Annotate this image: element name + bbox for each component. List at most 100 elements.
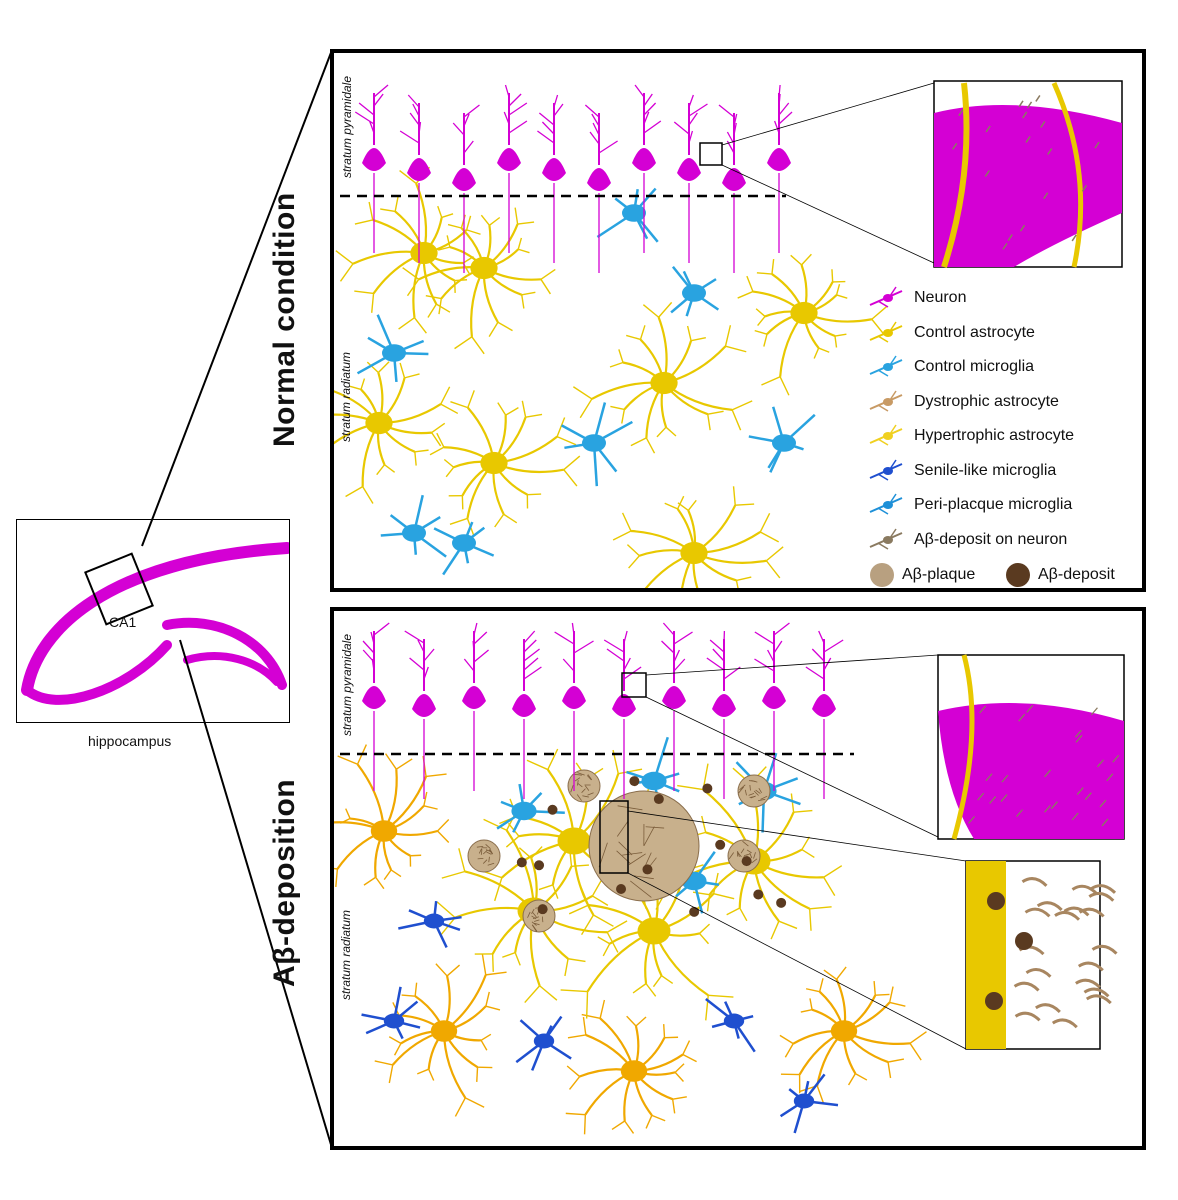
inset-plaque-fiber — [1013, 981, 1040, 992]
abeta-deposit-7 — [702, 783, 713, 794]
legend-item-1: Control astrocyte — [866, 318, 1035, 348]
inset-plaque-fiber — [1077, 961, 1104, 972]
legend-label: Senile-like microglia — [914, 461, 1057, 479]
control-astrocyte-5 — [737, 253, 888, 396]
abeta-deposit-icon — [1006, 563, 1030, 587]
abeta-deposition-illustration — [334, 622, 1125, 1135]
inset-plaque-fiber — [1085, 994, 1112, 1005]
neuron-icon — [869, 286, 903, 308]
abeta-deposit-mark — [1007, 234, 1013, 242]
legend-item-bottom-0: Aβ-plaque — [868, 560, 975, 590]
abeta-deposit-mark — [1016, 809, 1023, 818]
senile-microglia-0 — [398, 900, 462, 948]
abeta-deposit-mark — [1081, 184, 1088, 192]
inset-plaque-fiber — [1035, 1003, 1061, 1014]
normal-condition-panel: stratum pyramidale stratum radiatum — [330, 49, 1146, 592]
dystrophic-astrocyte-icon — [869, 390, 903, 412]
control-astrocyte-4 — [612, 486, 784, 588]
abeta-deposit-mark — [958, 109, 964, 117]
hippocampus-shape — [21, 542, 293, 705]
hypertrophic-astrocyte-icon — [869, 424, 903, 446]
abeta-deposit-2 — [689, 906, 700, 917]
legend-item-bottom-1: Aβ-deposit — [1004, 560, 1115, 590]
abeta-deposit-mark — [1043, 192, 1049, 200]
inset-plaque-fiber — [1091, 944, 1118, 955]
control-microglia-icon — [869, 355, 903, 377]
inset-plaque-fiber — [1051, 1018, 1078, 1029]
inset-plaque-fiber — [1088, 891, 1115, 902]
legend-item-0: Neuron — [866, 283, 966, 313]
abeta-deposit-mark — [1001, 774, 1009, 783]
abeta-deposit-mark — [1026, 101, 1033, 109]
abeta-plaque-icon — [870, 563, 894, 587]
inset-plaque-fiber — [1014, 1011, 1041, 1022]
abeta-deposit-mark — [1099, 799, 1107, 808]
bottom-stratum-radiatum-label: stratum radiatum — [339, 909, 353, 1001]
inset-plaque-fiber — [1075, 978, 1101, 989]
control-astrocyte-6 — [335, 166, 481, 334]
abeta-deposit-on-neuron-icon — [869, 528, 903, 550]
abeta-deposit-mark — [1096, 759, 1104, 768]
senile-microglia-4 — [779, 1073, 839, 1134]
neuron-7 — [706, 630, 741, 799]
control-microglia-1 — [561, 402, 633, 487]
inset-abeta-deposit-2 — [1015, 932, 1033, 950]
abeta-deposit-mark — [968, 815, 976, 824]
abeta-deposit-mark — [1035, 95, 1041, 102]
neuron-2 — [462, 622, 489, 791]
neuron-3 — [512, 630, 542, 799]
inset-plaque-fiber — [1024, 907, 1051, 918]
abeta-deposit-13 — [616, 883, 627, 894]
central-abeta-plaque — [588, 790, 700, 902]
abeta-deposition-title: Aβ-deposition — [268, 778, 301, 987]
neuron-2 — [452, 104, 480, 273]
peri-plaque-microglia-2 — [496, 783, 565, 833]
legend-label: Dystrophic astrocyte — [914, 392, 1059, 410]
abeta-deposit-mark — [1026, 704, 1034, 713]
legend-label: Aβ-deposit on neuron — [914, 530, 1068, 548]
abeta-deposit-mark — [1090, 707, 1098, 716]
abeta-deposit-mark — [1074, 729, 1082, 738]
abeta-deposit-mark — [1040, 121, 1046, 128]
legend-item-6: Peri-placque microglia — [866, 490, 1072, 520]
senile-microglia-1 — [361, 986, 421, 1040]
normal-condition-title: Normal condition — [268, 192, 301, 447]
abeta-deposit-6 — [547, 804, 558, 815]
abeta-deposit-mark — [1094, 141, 1100, 149]
neuron-1 — [399, 94, 431, 263]
neuron-0 — [354, 84, 389, 253]
control-microglia-0 — [356, 314, 429, 383]
legend-label: Peri-placque microglia — [914, 496, 1073, 513]
bottom-stratum-pyramidale-label: stratum pyramidale — [340, 633, 354, 737]
neuron-6 — [661, 622, 693, 791]
inset-astrocyte-process — [966, 861, 1006, 1049]
abeta-deposit-3 — [534, 860, 545, 871]
control-astrocyte-icon — [869, 321, 903, 343]
legend-label: Aβ-deposit — [1038, 566, 1115, 583]
abeta-deposit-8 — [715, 839, 726, 850]
neuron-4 — [537, 94, 566, 263]
abeta-plaque-2 — [727, 839, 761, 873]
abeta-deposit-mark — [1071, 812, 1079, 821]
inset-neuron-soma — [938, 703, 1124, 839]
abeta-deposit-mark — [1075, 734, 1083, 743]
abeta-deposit-10 — [629, 776, 640, 787]
abeta-deposit-4 — [741, 856, 752, 867]
abeta-deposit-mark — [1018, 713, 1026, 722]
abeta-deposit-mark — [979, 705, 987, 714]
inset-abeta-deposit-0 — [987, 892, 1005, 910]
abeta-deposit-mark — [1000, 794, 1008, 802]
legend-label: Neuron — [914, 289, 967, 306]
abeta-deposit-mark — [977, 792, 985, 801]
abeta-deposit-mark — [1071, 234, 1077, 242]
control-astrocyte-3 — [334, 361, 459, 504]
abeta-deposit-mark — [985, 773, 993, 782]
legend-label: Aβ-plaque — [902, 566, 976, 583]
neuron-6 — [632, 84, 662, 253]
control-microglia-5 — [670, 265, 720, 317]
legend-item-7: Aβ-deposit on neuron — [866, 525, 1067, 555]
dystrophic-astrocyte-2 — [565, 999, 697, 1135]
control-astrocyte-2 — [429, 390, 581, 537]
inset-plaque-fiber — [1021, 877, 1048, 887]
